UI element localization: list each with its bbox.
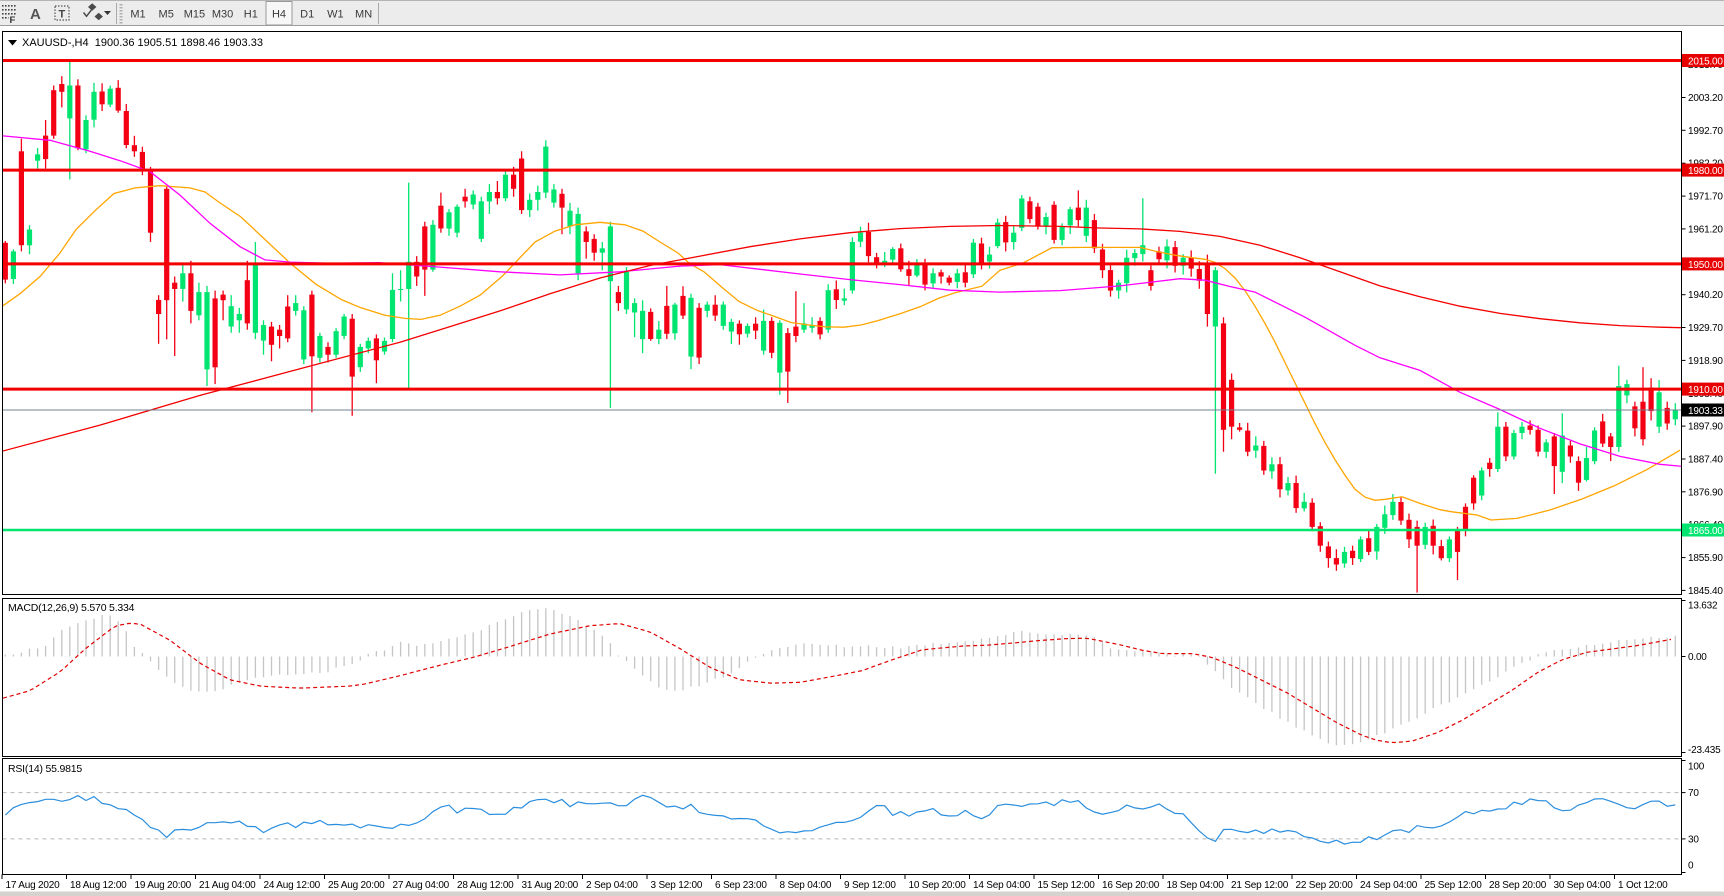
svg-text:1918.90: 1918.90 bbox=[1688, 356, 1723, 367]
svg-text:16 Sep 20:00: 16 Sep 20:00 bbox=[1102, 880, 1160, 891]
svg-text:27 Aug 04:00: 27 Aug 04:00 bbox=[393, 880, 450, 891]
svg-text:2 Sep 04:00: 2 Sep 04:00 bbox=[586, 880, 638, 891]
svg-text:24 Sep 04:00: 24 Sep 04:00 bbox=[1360, 880, 1418, 891]
svg-text:1903.33: 1903.33 bbox=[1688, 406, 1723, 417]
svg-text:1940.20: 1940.20 bbox=[1688, 290, 1723, 301]
svg-text:M1: M1 bbox=[130, 9, 145, 21]
svg-text:F: F bbox=[10, 15, 16, 26]
svg-text:W1: W1 bbox=[327, 9, 344, 21]
svg-text:30 Sep 04:00: 30 Sep 04:00 bbox=[1554, 880, 1612, 891]
svg-text:30: 30 bbox=[1688, 834, 1699, 845]
svg-text:70: 70 bbox=[1688, 788, 1699, 799]
svg-text:100: 100 bbox=[1688, 762, 1705, 773]
svg-text:T: T bbox=[59, 9, 66, 21]
svg-text:0: 0 bbox=[1688, 861, 1694, 872]
svg-text:1992.70: 1992.70 bbox=[1688, 126, 1723, 137]
svg-text:XAUUSD-,H4 1900.36 1905.51 18: XAUUSD-,H4 1900.36 1905.51 1898.46 1903.… bbox=[22, 37, 263, 49]
svg-text:1845.40: 1845.40 bbox=[1688, 586, 1723, 597]
svg-text:17 Aug 2020: 17 Aug 2020 bbox=[6, 880, 61, 891]
svg-text:A: A bbox=[30, 6, 41, 23]
svg-text:M15: M15 bbox=[184, 9, 205, 21]
svg-text:1980.00: 1980.00 bbox=[1688, 166, 1723, 177]
svg-text:8 Sep 04:00: 8 Sep 04:00 bbox=[780, 880, 832, 891]
svg-text:MN: MN bbox=[355, 9, 372, 21]
svg-text:H4: H4 bbox=[272, 9, 286, 21]
svg-text:22 Sep 20:00: 22 Sep 20:00 bbox=[1296, 880, 1354, 891]
svg-text:2003.20: 2003.20 bbox=[1688, 93, 1723, 104]
svg-text:1950.00: 1950.00 bbox=[1688, 260, 1723, 271]
svg-text:9 Sep 12:00: 9 Sep 12:00 bbox=[844, 880, 896, 891]
svg-text:24 Aug 12:00: 24 Aug 12:00 bbox=[264, 880, 321, 891]
svg-text:1897.90: 1897.90 bbox=[1688, 422, 1723, 433]
svg-text:21 Aug 04:00: 21 Aug 04:00 bbox=[199, 880, 256, 891]
svg-text:1887.40: 1887.40 bbox=[1688, 455, 1723, 466]
svg-text:18 Aug 12:00: 18 Aug 12:00 bbox=[70, 880, 127, 891]
svg-text:15 Sep 12:00: 15 Sep 12:00 bbox=[1038, 880, 1096, 891]
svg-text:25 Aug 20:00: 25 Aug 20:00 bbox=[328, 880, 385, 891]
svg-text:1961.20: 1961.20 bbox=[1688, 224, 1723, 235]
svg-text:H1: H1 bbox=[244, 9, 258, 21]
svg-text:D1: D1 bbox=[300, 9, 314, 21]
svg-text:MACD(12,26,9) 5.570 5.334: MACD(12,26,9) 5.570 5.334 bbox=[8, 602, 135, 614]
svg-text:0.00: 0.00 bbox=[1688, 652, 1707, 663]
svg-text:-23.435: -23.435 bbox=[1688, 745, 1721, 756]
svg-text:21 Sep 12:00: 21 Sep 12:00 bbox=[1231, 880, 1289, 891]
svg-text:2015.00: 2015.00 bbox=[1688, 56, 1723, 67]
svg-text:1876.90: 1876.90 bbox=[1688, 487, 1723, 498]
svg-text:18 Sep 04:00: 18 Sep 04:00 bbox=[1167, 880, 1225, 891]
svg-text:1 Oct 12:00: 1 Oct 12:00 bbox=[1618, 880, 1668, 891]
svg-text:13.632: 13.632 bbox=[1688, 601, 1718, 612]
svg-text:31 Aug 20:00: 31 Aug 20:00 bbox=[522, 880, 579, 891]
svg-text:28 Aug 12:00: 28 Aug 12:00 bbox=[457, 880, 514, 891]
svg-text:6 Sep 23:00: 6 Sep 23:00 bbox=[715, 880, 767, 891]
svg-text:19 Aug 20:00: 19 Aug 20:00 bbox=[135, 880, 192, 891]
svg-text:3 Sep 12:00: 3 Sep 12:00 bbox=[651, 880, 703, 891]
svg-text:28 Sep 20:00: 28 Sep 20:00 bbox=[1489, 880, 1547, 891]
svg-text:14 Sep 04:00: 14 Sep 04:00 bbox=[973, 880, 1031, 891]
svg-text:10 Sep 20:00: 10 Sep 20:00 bbox=[909, 880, 967, 891]
svg-text:M30: M30 bbox=[212, 9, 233, 21]
svg-text:1929.70: 1929.70 bbox=[1688, 323, 1723, 334]
svg-text:25 Sep 12:00: 25 Sep 12:00 bbox=[1425, 880, 1483, 891]
svg-text:1910.00: 1910.00 bbox=[1688, 385, 1723, 396]
svg-text:RSI(14) 55.9815: RSI(14) 55.9815 bbox=[8, 763, 82, 775]
svg-text:1865.00: 1865.00 bbox=[1688, 526, 1723, 537]
svg-text:1971.70: 1971.70 bbox=[1688, 192, 1723, 203]
svg-text:M5: M5 bbox=[159, 9, 174, 21]
svg-text:1855.90: 1855.90 bbox=[1688, 553, 1723, 564]
